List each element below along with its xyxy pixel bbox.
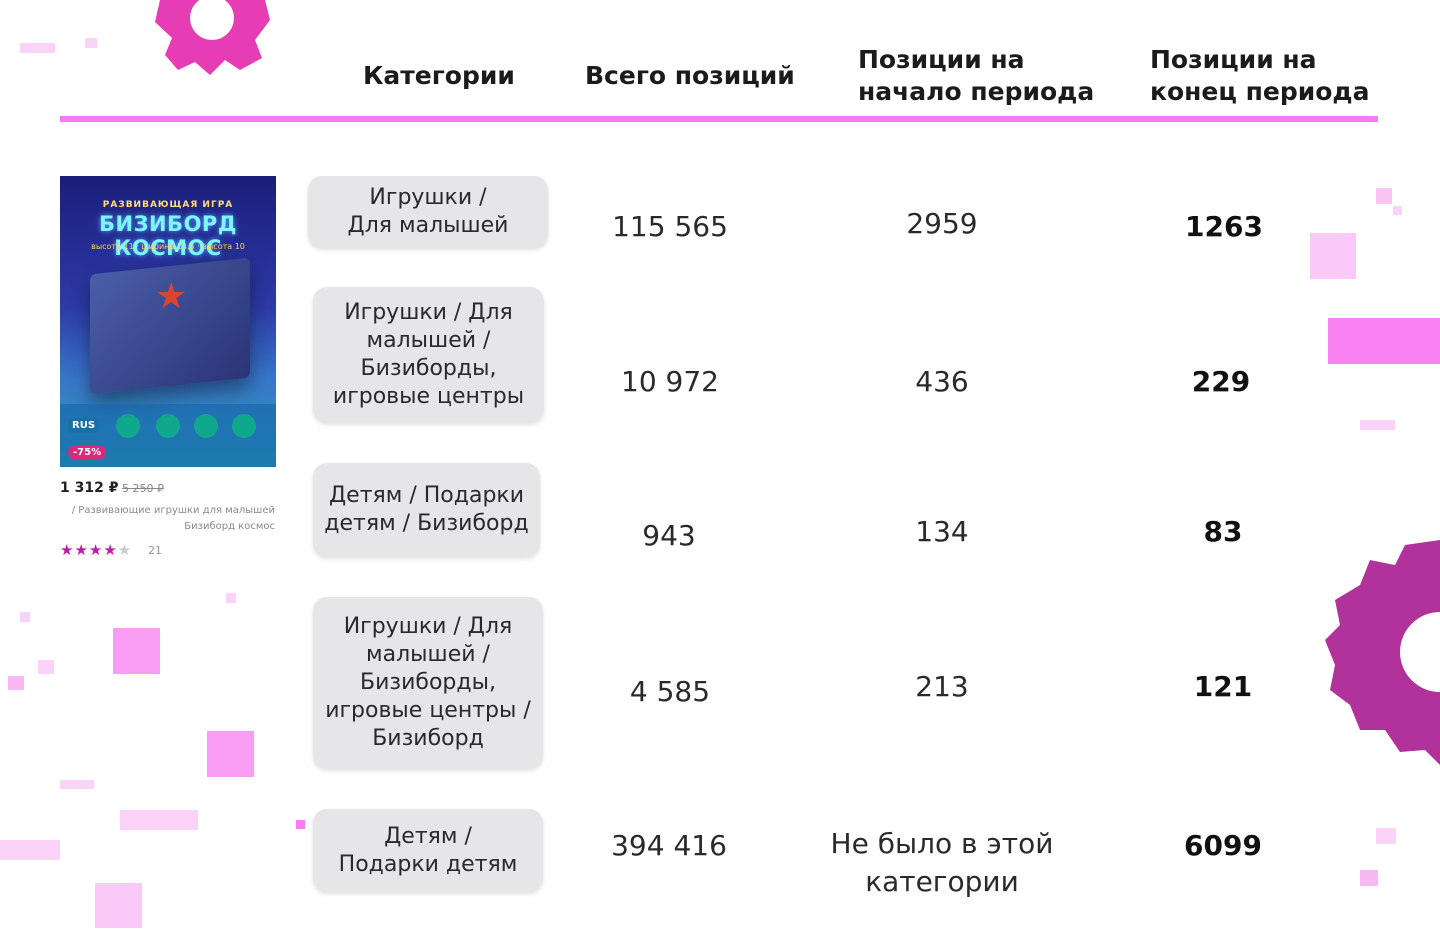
decor-square — [1310, 233, 1356, 279]
feature-icon — [156, 414, 180, 438]
start-cell: 134 — [915, 515, 969, 548]
feature-icon — [116, 414, 140, 438]
start-cell: 2959 — [906, 207, 978, 240]
start-cell: 436 — [915, 365, 969, 398]
gear-icon — [155, 0, 270, 75]
header-end: Позиции на конец периода — [1150, 45, 1370, 106]
decor-square — [1328, 318, 1440, 364]
decor-square — [1393, 206, 1402, 215]
star-icon: ★★★★ — [60, 541, 118, 559]
decor-square — [0, 840, 60, 860]
image-lang-badge: RUS — [68, 418, 100, 433]
decor-square — [8, 676, 24, 690]
discount-badge: -75% — [68, 446, 107, 459]
end-cell: 121 — [1193, 670, 1253, 703]
header-total: Всего позиций — [585, 61, 795, 90]
total-cell: 943 — [642, 519, 696, 552]
rating-stars: ★★★★★ — [60, 541, 132, 559]
feature-icon — [232, 414, 256, 438]
decor-square — [20, 43, 55, 53]
product-image[interactable]: РАЗВИВАЮЩАЯ ИГРА БИЗИБОРД КОСМОС высота … — [60, 176, 276, 467]
decor-square — [226, 593, 236, 603]
image-subtitle: РАЗВИВАЮЩАЯ ИГРА — [102, 200, 234, 210]
gear-icon — [1325, 540, 1440, 765]
header-start: Позиции на начало периода — [858, 45, 1095, 106]
total-cell: 4 585 — [629, 675, 711, 708]
rating-count: 21 — [148, 544, 162, 557]
product-description[interactable]: / Развивающие игрушки для малышей Бизибо… — [71, 505, 275, 532]
total-cell: 394 416 — [611, 829, 727, 862]
total-cell: 10 972 — [621, 365, 719, 398]
category-pill: Игрушки / Для малышей / Бизиборды, игров… — [313, 597, 543, 769]
decor-square — [207, 731, 254, 777]
decor-square — [20, 612, 30, 622]
product-old-price: 5 250 ₽ — [122, 482, 164, 495]
star-icon: ★ — [117, 541, 133, 559]
image-dims: высота 11 · ширина 14.5 · высота 10 — [91, 242, 245, 251]
decor-square — [1360, 420, 1395, 430]
decor-square — [95, 883, 142, 928]
start-cell: 213 — [915, 670, 969, 703]
decor-square — [113, 628, 160, 674]
decor-square — [1360, 870, 1378, 886]
decor-square — [38, 660, 54, 674]
star-icon: ★ — [155, 276, 188, 317]
decor-square — [120, 810, 198, 830]
end-cell: 83 — [1203, 515, 1243, 548]
decor-square — [296, 820, 305, 829]
product-price: 1 312 ₽ — [60, 480, 119, 496]
category-pill: Игрушки / Для малышей — [308, 176, 548, 248]
total-cell: 115 565 — [612, 210, 728, 243]
decor-square — [1376, 188, 1392, 204]
decor-square — [85, 38, 97, 48]
decor-square — [1376, 828, 1396, 844]
image-title: БИЗИБОРД КОСМОС — [98, 212, 238, 260]
category-pill: Детям / Подарки детям — [313, 809, 543, 892]
end-cell: 6099 — [1184, 829, 1262, 862]
decor-square — [60, 780, 94, 789]
category-pill: Детям / Подарки детям / Бизиборд — [313, 463, 540, 557]
start-cell: Не было в этой категории — [830, 827, 1054, 898]
feature-icon — [194, 414, 218, 438]
header-categories: Категории — [363, 61, 515, 90]
header-divider — [60, 116, 1378, 122]
end-cell: 1263 — [1185, 210, 1263, 243]
category-pill: Игрушки / Для малышей / Бизиборды, игров… — [313, 287, 544, 423]
end-cell: 229 — [1191, 365, 1251, 398]
